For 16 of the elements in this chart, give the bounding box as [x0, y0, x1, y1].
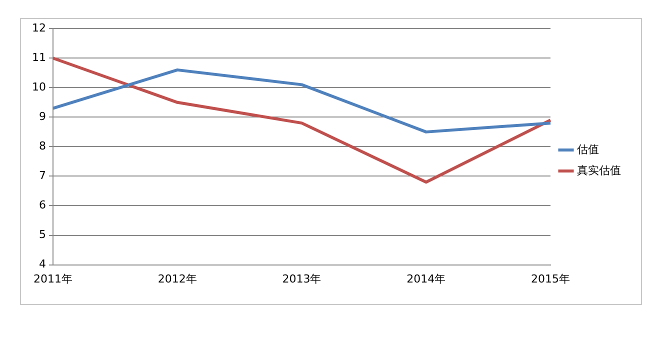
x-tick-label: 2011年: [33, 272, 72, 286]
y-tick-label: 11: [32, 50, 46, 64]
legend-label: 估值: [577, 142, 599, 156]
y-tick-label: 7: [38, 169, 46, 182]
x-tick-label: 2015年: [531, 272, 570, 286]
x-tick-label: 2012年: [158, 272, 197, 286]
x-tick-label: 2013年: [282, 272, 322, 286]
y-tick-label: 8: [38, 140, 46, 153]
y-tick-label: 9: [38, 110, 46, 124]
y-tick-label: 6: [38, 198, 46, 212]
y-tick-label: 10: [32, 80, 46, 94]
x-tick-label: 2014年: [406, 272, 446, 286]
legend-label: 真实估值: [577, 164, 621, 177]
y-tick-label: 5: [38, 228, 46, 242]
y-tick-label: 12: [32, 21, 46, 34]
y-tick-label: 4: [38, 258, 46, 271]
